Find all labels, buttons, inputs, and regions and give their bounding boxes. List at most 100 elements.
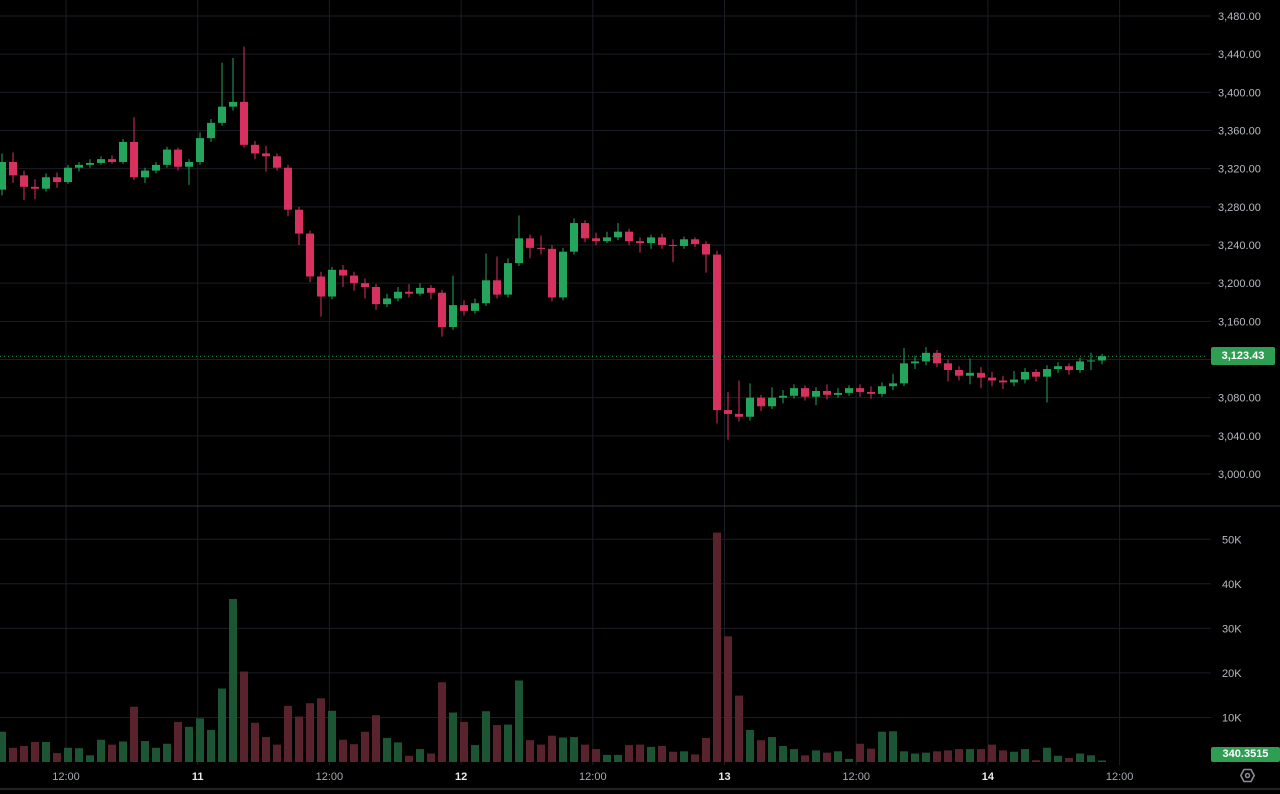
price-tick-label: 3,360.00	[1218, 126, 1261, 138]
volume-bar	[834, 751, 842, 762]
volume-bar	[1098, 760, 1106, 762]
volume-bar	[0, 731, 6, 762]
price-tick-label: 3,320.00	[1218, 164, 1261, 176]
candle-body	[977, 372, 985, 378]
price-tick-label: 3,200.00	[1218, 278, 1261, 290]
volume-bar	[966, 749, 974, 762]
grid-horizontal-price	[0, 15, 1211, 475]
volume-bar	[658, 745, 666, 762]
time-tick-label: 12	[455, 771, 467, 783]
price-axis[interactable]: 3,480.00 3,440.00 3,400.00 3,360.00 3,320.00…	[1218, 11, 1261, 481]
candle-wick	[727, 391, 729, 440]
candle-wick	[639, 237, 641, 253]
price-tick-label: 3,400.00	[1218, 87, 1261, 99]
gear-hexagon	[1239, 768, 1255, 783]
volume-bar	[97, 739, 105, 762]
candle-body	[97, 159, 105, 163]
volume-bar	[1087, 755, 1095, 762]
candle-body	[1043, 369, 1051, 377]
candle-wick	[188, 159, 190, 185]
volume-bar	[768, 737, 776, 762]
candle-body	[394, 291, 402, 299]
volume-tick-label: 10K	[1222, 712, 1242, 724]
candle-wick	[232, 57, 234, 111]
candle-body	[680, 239, 688, 246]
candle-body	[1098, 356, 1106, 361]
volume-bar	[922, 752, 930, 762]
volume-bar	[614, 754, 622, 762]
candle-body	[790, 388, 798, 396]
volume-bar	[746, 729, 754, 762]
volume-bar	[460, 721, 468, 762]
volume-bar	[581, 744, 589, 762]
volume-bar	[867, 748, 875, 762]
volume-tick-label: 50K	[1222, 534, 1242, 546]
candle-body	[218, 106, 226, 123]
candle-body	[1010, 379, 1018, 383]
candle-body	[570, 223, 578, 252]
volume-bar	[251, 722, 259, 762]
grid-horizontal-volume	[0, 538, 1211, 718]
volume-bar	[449, 712, 457, 762]
price-tick-label: 3,440.00	[1218, 49, 1261, 61]
settings-gear-icon[interactable]	[1239, 767, 1256, 784]
candle-body	[141, 170, 149, 178]
candle-body	[801, 388, 809, 397]
candle-body	[713, 254, 721, 411]
candle-body	[405, 291, 413, 294]
candle-wick	[265, 145, 267, 172]
volume-bar	[108, 744, 116, 762]
candle-body	[955, 370, 963, 376]
volume-axis[interactable]: 50K 40K 30K 20K 10K	[1222, 534, 1242, 724]
price-tick-label: 3,480.00	[1218, 11, 1261, 23]
volume-bar	[999, 750, 1007, 762]
volume-bar	[306, 703, 314, 762]
candle-body	[856, 388, 864, 392]
volume-bar	[119, 741, 127, 762]
candle-wick	[496, 256, 498, 299]
price-tick-label: 3,040.00	[1218, 431, 1261, 443]
candle-body	[372, 286, 380, 305]
time-tick-label: 12:00	[579, 771, 607, 783]
gear-center-dot	[1244, 772, 1251, 779]
candle-body	[944, 363, 952, 371]
time-tick-label: 11	[192, 771, 204, 783]
candle-body	[669, 245, 677, 247]
time-axis[interactable]: 12:00 11 12:00 12 12:00 13 12:00 14 12:00	[52, 771, 1133, 783]
candle-wick	[1013, 370, 1015, 387]
candle-body	[383, 298, 391, 305]
candle-body	[460, 305, 468, 311]
candle-body	[658, 237, 666, 246]
volume-bar	[174, 721, 182, 762]
volume-bar	[438, 682, 446, 762]
volume-bar	[20, 745, 28, 762]
volume-bar	[680, 751, 688, 762]
candle-body	[196, 138, 204, 162]
volume-bar	[790, 749, 798, 762]
volume-bar	[482, 711, 490, 762]
candle-body	[691, 239, 699, 245]
volume-bar	[900, 751, 908, 762]
candle-body	[493, 280, 501, 295]
volume-bar	[878, 731, 886, 762]
candle-body	[889, 383, 897, 387]
volume-bar	[977, 749, 985, 762]
candle-body	[625, 231, 633, 242]
candle-body	[548, 248, 556, 298]
volume-bar	[526, 740, 534, 762]
candle-wick	[738, 380, 740, 422]
candle-wick	[452, 275, 454, 330]
volume-bar	[185, 726, 193, 762]
volume-bar	[1021, 749, 1029, 762]
candle-body	[526, 238, 534, 248]
candle-body	[823, 391, 831, 395]
candle-body	[152, 164, 160, 171]
candle-body	[1054, 366, 1062, 370]
candle-body	[636, 241, 644, 244]
candle-body	[306, 233, 314, 277]
volume-bar	[207, 729, 215, 762]
volume-bar	[1043, 747, 1051, 762]
volume-bar	[845, 758, 853, 762]
